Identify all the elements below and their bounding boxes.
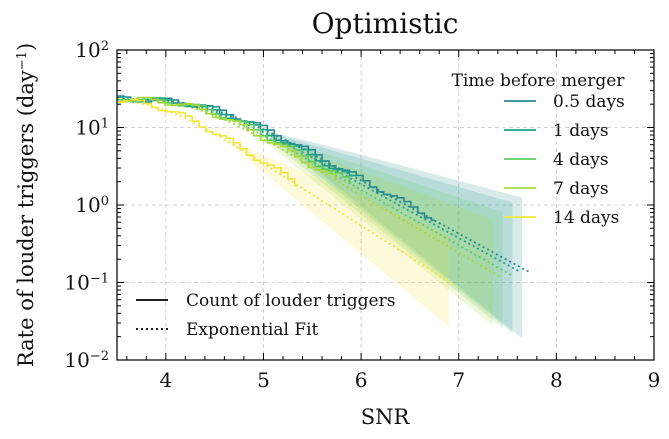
band-0 xyxy=(268,131,523,339)
y-tick-label: 102 xyxy=(75,38,109,62)
fit-line-0 xyxy=(117,97,532,274)
y-tick-label: 10−1 xyxy=(64,271,109,295)
fit-line-1 xyxy=(117,97,520,273)
x-tick-label: 9 xyxy=(648,368,661,392)
band-3 xyxy=(253,133,493,326)
x-tick-label: 8 xyxy=(550,368,563,392)
x-tick-label: 4 xyxy=(159,368,172,392)
x-tick-label: 5 xyxy=(257,368,270,392)
trigger-count-steps xyxy=(117,95,435,222)
x-axis-label: SNR xyxy=(361,405,411,429)
y-axis-label-end: ) xyxy=(14,43,38,51)
step-line-3 xyxy=(117,96,337,180)
legend-label-4: 14 days xyxy=(553,208,619,228)
y-tick-labels: 10−2 10−1 100 101 102 xyxy=(64,38,109,372)
legend-label-3: 7 days xyxy=(553,179,609,199)
x-tick-labels: 4 5 6 7 8 9 xyxy=(159,368,660,392)
legend-label-2: 4 days xyxy=(553,150,609,170)
y-axis-label-sup: −1 xyxy=(15,51,30,70)
grid-lines xyxy=(117,50,654,360)
style-label-1: Exponential Fit xyxy=(186,320,319,340)
y-axis-label-main: Rate of louder triggers (day xyxy=(14,70,38,367)
x-tick-label: 6 xyxy=(355,368,368,392)
band-1 xyxy=(263,132,513,333)
legend-label-1: 1 days xyxy=(553,121,609,141)
style-label-0: Count of louder triggers xyxy=(186,291,395,311)
legend-line-styles: Count of louder triggers Exponential Fit xyxy=(136,291,395,340)
y-tick-label: 100 xyxy=(75,193,109,217)
legend-title: Time before merger xyxy=(452,71,626,91)
x-tick-label: 7 xyxy=(452,368,465,392)
axis-ticks xyxy=(117,49,655,361)
step-line-4 xyxy=(117,98,298,187)
y-axis-label: Rate of louder triggers (day−1) xyxy=(14,43,38,367)
legend-time-before-merger: Time before merger 0.5 days 1 days 4 days 7… xyxy=(452,71,626,228)
y-tick-label: 10−2 xyxy=(64,348,109,372)
y-tick-label: 101 xyxy=(75,116,109,140)
band-4 xyxy=(219,136,449,328)
legend-label-0: 0.5 days xyxy=(553,92,625,112)
chart-title: Optimistic xyxy=(312,7,459,40)
